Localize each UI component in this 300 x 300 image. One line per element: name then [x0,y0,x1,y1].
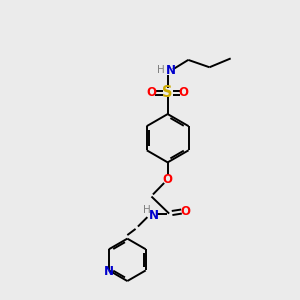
Text: H: H [143,205,151,215]
Text: H: H [157,65,165,75]
Text: O: O [163,173,173,186]
Text: O: O [179,86,189,99]
Text: N: N [166,64,176,77]
Text: N: N [104,265,114,278]
Text: S: S [162,85,173,100]
Text: O: O [180,205,190,218]
Text: O: O [146,86,157,99]
Text: N: N [149,208,159,222]
